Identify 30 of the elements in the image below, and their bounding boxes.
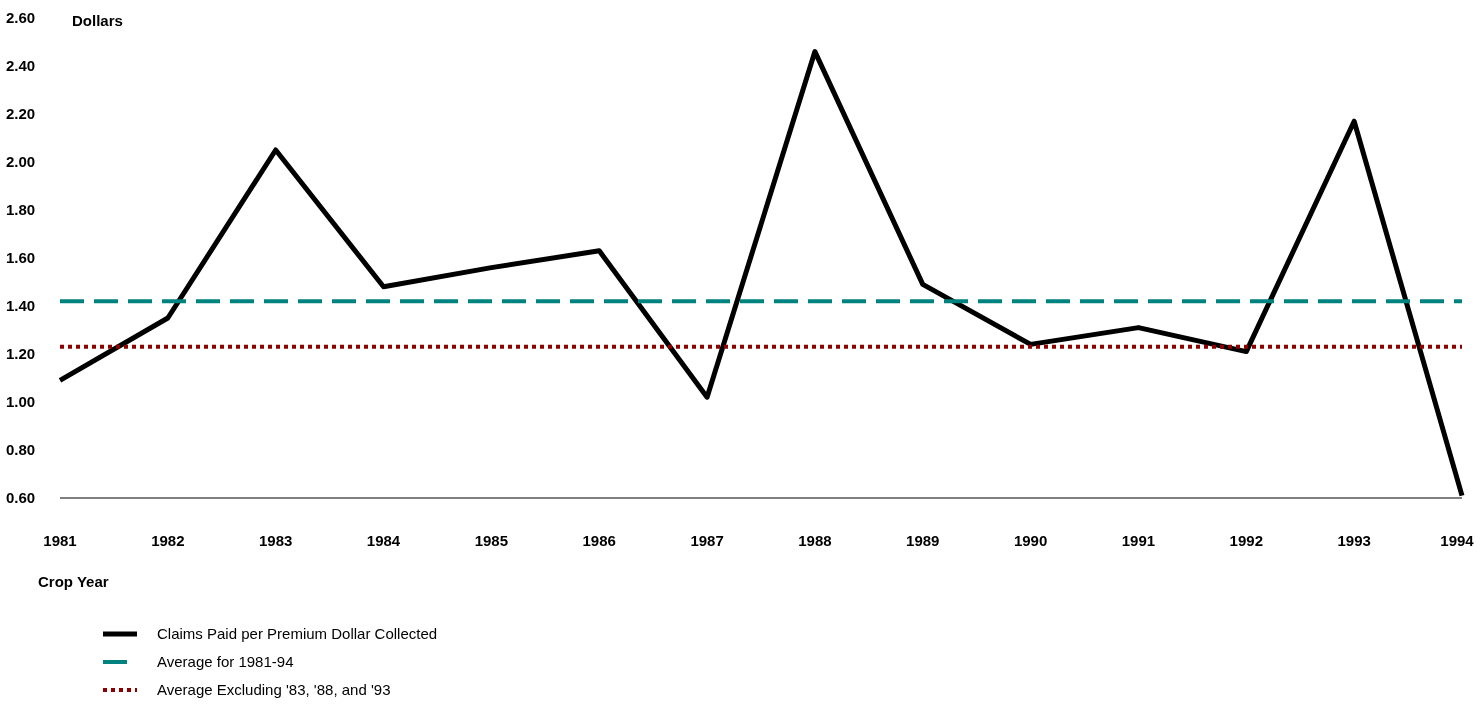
y-tick-label: 0.60 bbox=[6, 489, 36, 507]
x-tick-label: 1983 bbox=[259, 532, 293, 549]
y-tick-label: 2.60 bbox=[6, 9, 36, 27]
y-tick-label: 1.20 bbox=[6, 345, 36, 363]
x-tick-label: 1982 bbox=[151, 532, 185, 549]
x-tick-label: 1981 bbox=[43, 532, 77, 549]
y-tick-label: 1.60 bbox=[6, 249, 36, 267]
x-tick-label: 1990 bbox=[1013, 532, 1048, 549]
x-tick-label: 1991 bbox=[1121, 532, 1156, 549]
x-tick-label: 1993 bbox=[1337, 532, 1371, 549]
x-tick-label: 1986 bbox=[582, 532, 616, 549]
x-tick-label: 1994 bbox=[1440, 532, 1475, 549]
x-tick-label: 1989 bbox=[906, 532, 940, 549]
y-tick-label: 2.20 bbox=[6, 105, 36, 123]
x-tick-label: 1992 bbox=[1229, 532, 1263, 549]
x-tick-label: 1987 bbox=[690, 532, 724, 549]
legend-label: Claims Paid per Premium Dollar Collected bbox=[157, 625, 438, 643]
x-tick-label: 1988 bbox=[798, 532, 832, 549]
x-tick-label: 1984 bbox=[366, 532, 401, 549]
y-tick-label: 2.40 bbox=[6, 57, 36, 75]
x-axis-title: Crop Year bbox=[38, 573, 109, 590]
y-tick-label: 2.00 bbox=[6, 153, 36, 171]
y-axis-title: Dollars bbox=[72, 12, 123, 29]
y-tick-label: 0.80 bbox=[6, 441, 36, 459]
y-tick-label: 1.00 bbox=[6, 393, 36, 411]
x-tick-label: 1985 bbox=[474, 532, 509, 549]
y-tick-label: 1.80 bbox=[6, 201, 36, 219]
legend-label: Average for 1981-94 bbox=[157, 653, 294, 671]
legend-label: Average Excluding '83, '88, and '93 bbox=[157, 681, 391, 699]
y-tick-label: 1.40 bbox=[6, 297, 36, 315]
